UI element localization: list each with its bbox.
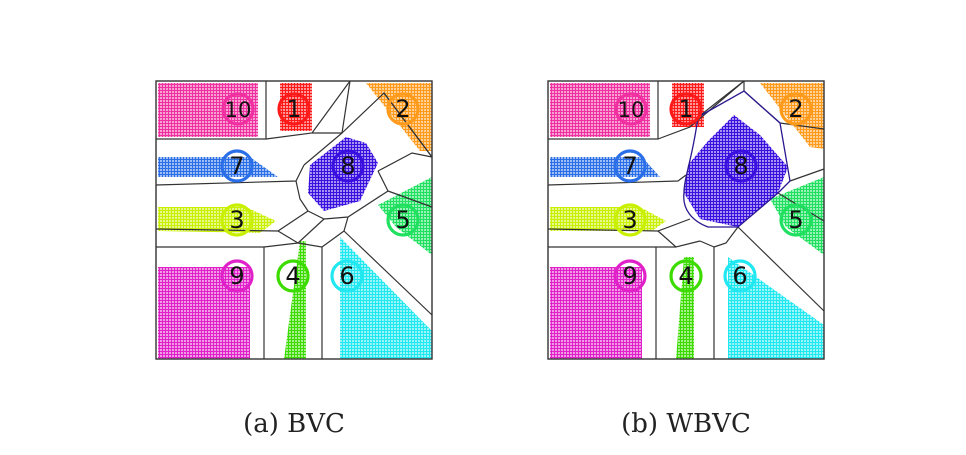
robot-6-circle: [330, 259, 364, 293]
coverage-robot-8: [684, 115, 788, 227]
robot-6-label: 6: [732, 262, 747, 290]
weighted-cell-robot-8: [683, 90, 791, 228]
robot-2-label: 2: [395, 95, 410, 123]
robot-9-circle: [613, 259, 647, 293]
coverage-robot-9: [550, 267, 642, 359]
robot-8-marker: 8: [724, 149, 758, 183]
coverage-robot-9: [158, 267, 250, 359]
panel-b: [547, 80, 825, 360]
robot-markers-b: 1 2 3 4 5 6 7 8 9 10: [613, 92, 813, 293]
coverage-robot-3: [550, 207, 666, 231]
panel-a: [155, 80, 433, 360]
robot-5-label: 5: [395, 206, 410, 234]
coverage-robot-10: [550, 83, 650, 137]
robot-1-marker: 1: [669, 92, 703, 126]
robot-7-circle: [220, 149, 254, 183]
robot-7-label: 7: [229, 152, 244, 180]
workspace-frame-a: [155, 80, 433, 360]
coverage-regions-a: [158, 83, 432, 359]
robot-3-circle: [613, 203, 647, 237]
robot-7-label: 7: [622, 152, 637, 180]
coverage-robot-10: [158, 83, 258, 137]
robot-8-circle: [331, 149, 365, 183]
robot-2-marker: 2: [779, 92, 813, 126]
caption-b: (b) WBVC: [621, 409, 751, 439]
robot-2-marker: 2: [386, 92, 420, 126]
robot-9-circle: [220, 259, 254, 293]
robot-3-circle: [220, 203, 254, 237]
robot-4-circle: [276, 259, 310, 293]
robot-4-label: 4: [285, 262, 300, 290]
robot-10-label: 10: [618, 98, 645, 122]
robot-1-circle: [669, 92, 703, 126]
coverage-robot-7: [158, 157, 278, 177]
workspace-frame-b: [547, 80, 825, 360]
robot-4-label: 4: [678, 262, 693, 290]
coverage-robot-4: [284, 241, 306, 359]
robot-2-circle: [386, 92, 420, 126]
robot-10-circle: [221, 92, 255, 126]
robot-3-marker: 3: [220, 203, 254, 237]
coverage-robot-6: [340, 237, 432, 359]
robot-3-label: 3: [229, 206, 244, 234]
robot-1-label: 1: [286, 95, 301, 123]
coverage-robot-3: [158, 207, 276, 233]
robot-9-label: 9: [622, 262, 637, 290]
robot-1-circle: [277, 92, 311, 126]
coverage-robot-5: [378, 177, 432, 255]
robot-5-label: 5: [788, 206, 803, 234]
robot-markers-a: 1 2 3 4 5 6 7 8 9 10: [220, 92, 420, 293]
robot-7-circle: [613, 149, 647, 183]
robot-10-marker: 10: [614, 92, 648, 126]
coverage-robot-7: [550, 157, 660, 177]
robot-6-circle: [723, 259, 757, 293]
robot-3-label: 3: [622, 206, 637, 234]
robot-8-circle: [724, 149, 758, 183]
robot-8-label: 8: [340, 152, 355, 180]
robot-5-circle: [779, 203, 813, 237]
cell-boundaries-a: [155, 80, 433, 359]
robot-10-circle: [614, 92, 648, 126]
robot-4-marker: 4: [276, 259, 310, 293]
robot-9-marker: 9: [220, 259, 254, 293]
robot-6-marker: 6: [330, 259, 364, 293]
robot-5-marker: 5: [386, 203, 420, 237]
robot-8-marker: 8: [331, 149, 365, 183]
robot-1-marker: 1: [277, 92, 311, 126]
robot-7-marker: 7: [613, 149, 647, 183]
robot-2-circle: [779, 92, 813, 126]
robot-1-label: 1: [678, 95, 693, 123]
robot-4-circle: [669, 259, 703, 293]
robot-2-label: 2: [788, 95, 803, 123]
robot-5-marker: 5: [779, 203, 813, 237]
robot-7-marker: 7: [220, 149, 254, 183]
robot-10-label: 10: [225, 98, 252, 122]
coverage-robot-4: [676, 257, 694, 359]
robot-5-circle: [386, 203, 420, 237]
robot-8-label: 8: [733, 152, 748, 180]
cell-boundaries-b: [547, 80, 825, 359]
robot-9-label: 9: [229, 262, 244, 290]
robot-9-marker: 9: [613, 259, 647, 293]
robot-3-marker: 3: [613, 203, 647, 237]
robot-4-marker: 4: [669, 259, 703, 293]
robot-6-label: 6: [339, 262, 354, 290]
robot-6-marker: 6: [723, 259, 757, 293]
caption-a: (a) BVC: [243, 409, 345, 439]
robot-10-marker: 10: [221, 92, 255, 126]
